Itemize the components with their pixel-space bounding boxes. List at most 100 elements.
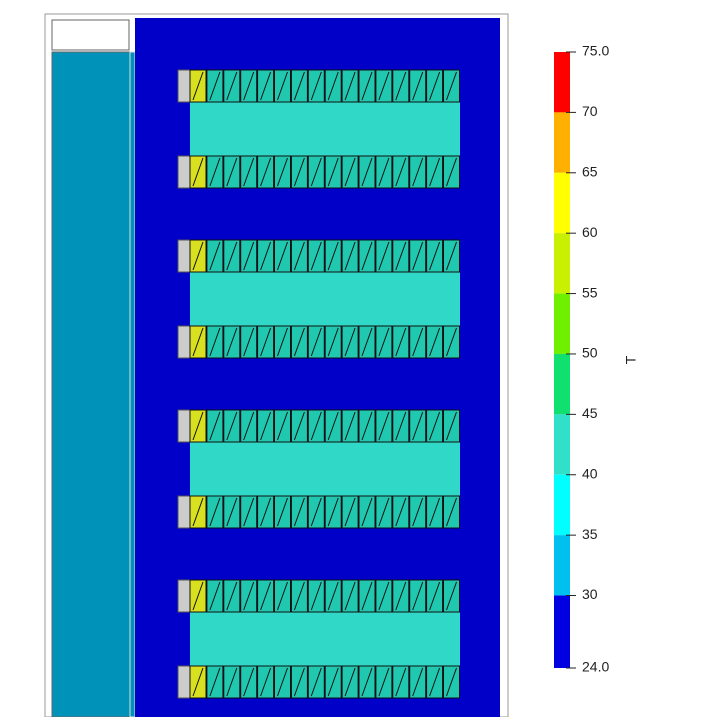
cell-diag (446, 157, 457, 187)
color-band (554, 233, 570, 294)
tick-label: 55 (582, 284, 598, 300)
cell-diag (192, 497, 204, 527)
tab (177, 579, 191, 613)
cell-diag (361, 411, 373, 441)
cell-diag (277, 157, 288, 187)
cell-diag (344, 667, 356, 697)
tab (177, 665, 191, 699)
color-band (554, 414, 570, 475)
cell-diag (226, 667, 238, 697)
cell-diag (361, 71, 373, 101)
cell-diag (429, 327, 441, 357)
cell-diag (429, 497, 441, 527)
cell-diag (260, 667, 272, 697)
cell-diag (412, 71, 424, 101)
cell-diag (293, 157, 305, 187)
color-band (554, 353, 570, 415)
cell-diag (260, 71, 272, 101)
cell-diag (243, 667, 255, 697)
cell-diag (446, 667, 457, 697)
cell-diag (395, 667, 407, 697)
cell-diag (344, 241, 356, 271)
cell-diag (395, 157, 407, 187)
cell-diag (260, 157, 272, 187)
cell-diag (395, 581, 407, 611)
tab (177, 495, 191, 529)
cell-diag (243, 241, 255, 271)
cell-diag (226, 581, 238, 611)
cell-diag (327, 157, 339, 187)
cell-diag (378, 411, 390, 441)
cell-diag (378, 667, 390, 697)
cell-diag (378, 71, 390, 101)
tick-label: 40 (582, 465, 598, 481)
cell-diag (344, 411, 356, 441)
cell-diag (429, 581, 441, 611)
cell-diag (378, 497, 390, 527)
cell-diag (429, 241, 441, 271)
cell-diag (192, 327, 204, 357)
cell-diag (327, 327, 339, 357)
cell-diag (327, 667, 339, 697)
cell-diag (293, 667, 305, 697)
color-band (554, 52, 570, 113)
cell-diag (192, 157, 204, 187)
tick-label: 70 (582, 103, 598, 119)
cell-diag (260, 241, 272, 271)
cell-diag (412, 157, 424, 187)
cell-diag (361, 327, 373, 357)
cell-diag (412, 411, 424, 441)
cell-diag (327, 497, 339, 527)
cell-diag (361, 581, 373, 611)
cell-diag (277, 411, 288, 441)
cell-diag (209, 581, 221, 611)
cell-diag (446, 581, 457, 611)
cell-diag (226, 327, 238, 357)
tick-label: 75.0 (582, 43, 609, 59)
tick-label: 35 (582, 526, 598, 542)
tab (177, 409, 191, 443)
cell-diag (344, 157, 356, 187)
cell-diag (327, 411, 339, 441)
cell-diag (243, 327, 255, 357)
cell-diag (310, 497, 322, 527)
cell-diag (277, 241, 288, 271)
colorbar-label: T (623, 355, 639, 364)
cell-diag (192, 667, 204, 697)
cell-diag (412, 327, 424, 357)
cell-diag (395, 71, 407, 101)
cell-diag (378, 327, 390, 357)
colorbar: 75.0 70 65 60 55 50 45 40 35 30 24.0 (554, 43, 609, 675)
cell-diag (293, 327, 305, 357)
cell-diag (361, 241, 373, 271)
cell-diag (260, 327, 272, 357)
strip (129, 51, 136, 717)
cell-diag (344, 327, 356, 357)
cell-diag (209, 667, 221, 697)
cell-diag (412, 581, 424, 611)
cell-diag (429, 411, 441, 441)
cell-diag (243, 157, 255, 187)
cell-diag (209, 71, 221, 101)
cell-diag (395, 241, 407, 271)
cell-diag (192, 71, 204, 101)
cell-diag (412, 667, 424, 697)
color-band (554, 112, 570, 173)
cell-diag (327, 581, 339, 611)
cell-diag (429, 71, 441, 101)
color-band (554, 293, 570, 354)
cell-diag (310, 71, 322, 101)
cell-diag (378, 241, 390, 271)
cell-diag (192, 241, 204, 271)
cell-diag (361, 497, 373, 527)
cell-diag (310, 327, 322, 357)
cell-diag (277, 581, 288, 611)
tab (177, 239, 191, 273)
cell-diag (209, 411, 221, 441)
cell-diag (243, 581, 255, 611)
color-band (554, 535, 570, 596)
tab (177, 69, 191, 103)
cell-diag (192, 581, 204, 611)
cell-diag (446, 327, 457, 357)
cell-diag (293, 241, 305, 271)
